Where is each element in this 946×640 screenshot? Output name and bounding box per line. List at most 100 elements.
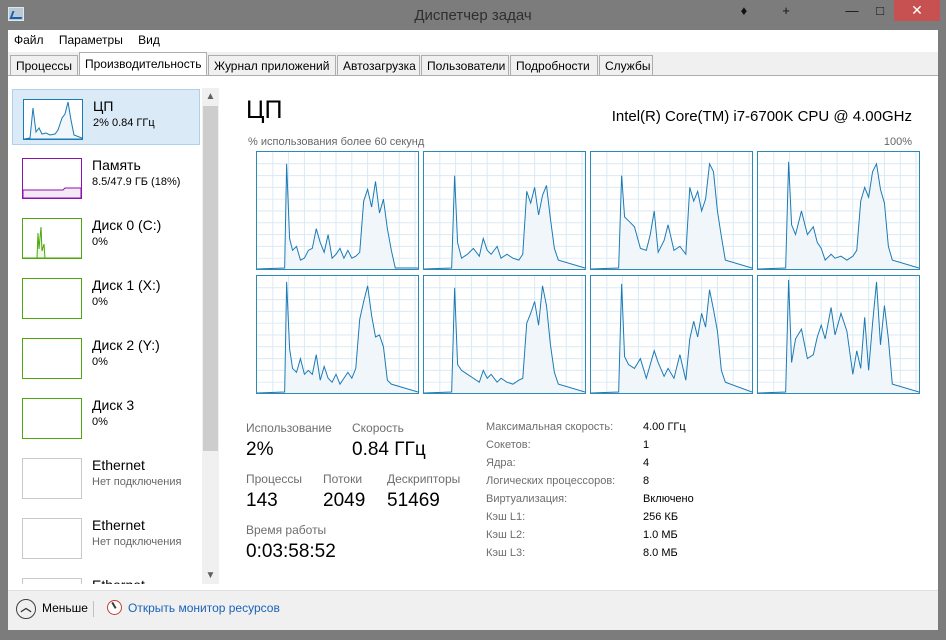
resource-sidebar: ЦП 2% 0.84 ГГц Память 8.5/47.9 ГБ (18%) Диск…: [8, 76, 219, 584]
scroll-down-icon[interactable]: ▼: [205, 570, 216, 581]
sidebar-item-1[interactable]: Память 8.5/47.9 ГБ (18%): [12, 149, 200, 205]
spec-label: Кэш L2:: [486, 529, 526, 541]
tab-details[interactable]: Подробности: [510, 55, 598, 76]
sidebar-item-detail: 0%: [92, 296, 108, 308]
title-bar[interactable]: Диспетчер задач ♦ + — □ ✕: [0, 0, 946, 30]
logical-processor-graph: [757, 151, 920, 270]
threads-value: 2049: [323, 490, 366, 511]
sidebar-item-detail: 0%: [92, 356, 108, 368]
usage-value: 2%: [246, 439, 274, 460]
handles-label: Дескрипторы: [387, 472, 461, 486]
processes-label: Процессы: [246, 472, 303, 486]
sidebar-thumbnail-graph: [22, 398, 82, 439]
task-manager-icon: [8, 7, 24, 21]
sidebar-thumbnail-graph: [22, 278, 82, 319]
sidebar-item-4[interactable]: Диск 2 (Y:) 0%: [12, 329, 200, 385]
handles-value: 51469: [387, 490, 440, 511]
spec-value: 4.00 ГГц: [643, 421, 686, 433]
sidebar-item-name: Ethernet: [92, 457, 145, 473]
pin-icon[interactable]: ♦: [740, 3, 748, 18]
sidebar-item-detail: 0%: [92, 236, 108, 248]
logical-processor-graph: [590, 275, 753, 394]
sidebar-thumbnail-graph: [22, 578, 82, 584]
sidebar-item-name: Диск 1 (X:): [92, 277, 161, 293]
window-title: Диспетчер задач: [414, 7, 532, 24]
logical-processor-graph: [423, 151, 586, 270]
tab-startup[interactable]: Автозагрузка: [337, 55, 420, 76]
sidebar-item-name: Память: [92, 157, 141, 173]
spec-value: 1.0 МБ: [643, 529, 678, 541]
sidebar-item-5[interactable]: Диск 3 0%: [12, 389, 200, 445]
spec-value: 1: [643, 439, 650, 451]
performance-panel: ЦП 2% 0.84 ГГц Память 8.5/47.9 ГБ (18%) Диск…: [8, 75, 938, 590]
sidebar-item-detail: Нет подключения: [92, 536, 182, 548]
sidebar-item-name: ЦП: [93, 98, 114, 114]
spec-label: Кэш L1:: [486, 511, 526, 523]
tab-bar: Процессы Производительность Журнал прило…: [8, 52, 938, 76]
logical-processor-graph: [256, 275, 419, 394]
spec-label: Максимальная скорость:: [486, 421, 614, 433]
sidebar-item-detail: Нет подключения: [92, 476, 182, 488]
sidebar-thumbnail-graph: [22, 218, 82, 259]
cpu-details: ЦП Intel(R) Core(TM) i7-6700K CPU @ 4.00…: [220, 76, 938, 584]
page-title: ЦП: [246, 96, 283, 124]
sidebar-item-3[interactable]: Диск 1 (X:) 0%: [12, 269, 200, 325]
resource-monitor-icon[interactable]: [107, 600, 122, 615]
logical-processor-graph: [256, 151, 419, 270]
uptime-value: 0:03:58:52: [246, 541, 336, 562]
sidebar-item-8[interactable]: Ethernet: [12, 569, 200, 584]
sidebar-thumbnail-graph: [22, 458, 82, 499]
usage-label: Использование: [246, 421, 332, 435]
sidebar-item-detail: 2% 0.84 ГГц: [93, 117, 155, 129]
graph-max-label: 100%: [883, 136, 912, 148]
tab-services[interactable]: Службы: [599, 55, 653, 76]
footer-bar: ︿ Меньше Открыть монитор ресурсов: [8, 590, 938, 630]
sidebar-item-detail: 8.5/47.9 ГБ (18%): [92, 176, 181, 188]
tab-app-history[interactable]: Журнал приложений: [208, 55, 336, 76]
menu-options[interactable]: Параметры: [58, 33, 123, 47]
sidebar-item-name: Диск 0 (C:): [92, 217, 162, 233]
open-resource-monitor-link[interactable]: Открыть монитор ресурсов: [128, 601, 280, 615]
sidebar-item-0[interactable]: ЦП 2% 0.84 ГГц: [12, 89, 200, 145]
fewer-details-link[interactable]: Меньше: [42, 601, 88, 615]
threads-label: Потоки: [323, 472, 363, 486]
uptime-label: Время работы: [246, 523, 327, 537]
tab-processes[interactable]: Процессы: [10, 55, 78, 76]
spec-label: Логических процессоров:: [486, 475, 616, 487]
menu-file[interactable]: Файл: [14, 33, 44, 47]
sidebar-item-detail: 0%: [92, 416, 108, 428]
menu-view[interactable]: Вид: [138, 33, 160, 47]
spec-value: 8.0 МБ: [643, 547, 678, 559]
sidebar-item-6[interactable]: Ethernet Нет подключения: [12, 449, 200, 505]
logical-processor-graph: [757, 275, 920, 394]
tab-performance[interactable]: Производительность: [79, 52, 207, 76]
spec-value: 256 КБ: [643, 511, 679, 523]
sidebar-thumbnail-graph: [23, 99, 83, 140]
sidebar-scrollbar[interactable]: ▲ ▼: [202, 88, 219, 584]
sidebar-item-name: Диск 3: [92, 397, 135, 413]
spec-label: Ядра:: [486, 457, 516, 469]
sidebar-item-name: Ethernet: [92, 577, 145, 584]
chevron-up-icon[interactable]: ︿: [16, 599, 36, 619]
logical-processor-graph: [423, 275, 586, 394]
scroll-thumb[interactable]: [203, 106, 218, 451]
maximize-button[interactable]: □: [876, 3, 884, 18]
spec-label: Кэш L3:: [486, 547, 526, 559]
footer-divider: [93, 601, 94, 617]
sidebar-thumbnail-graph: [22, 158, 82, 199]
tab-users[interactable]: Пользователи: [421, 55, 509, 76]
close-button[interactable]: ✕: [894, 0, 940, 21]
cpu-model-name: Intel(R) Core(TM) i7-6700K CPU @ 4.00GHz: [611, 108, 912, 125]
logical-processor-graph: [590, 151, 753, 270]
graph-caption: % использования более 60 секунд: [248, 136, 425, 148]
spec-label: Виртуализация:: [486, 493, 568, 505]
speed-value: 0.84 ГГц: [352, 439, 426, 460]
spec-value: 4: [643, 457, 650, 469]
sidebar-item-name: Ethernet: [92, 517, 145, 533]
sidebar-item-7[interactable]: Ethernet Нет подключения: [12, 509, 200, 565]
minimize-button[interactable]: —: [845, 3, 859, 18]
move-icon[interactable]: +: [782, 3, 790, 18]
scroll-up-icon[interactable]: ▲: [205, 91, 216, 102]
sidebar-item-2[interactable]: Диск 0 (C:) 0%: [12, 209, 200, 265]
